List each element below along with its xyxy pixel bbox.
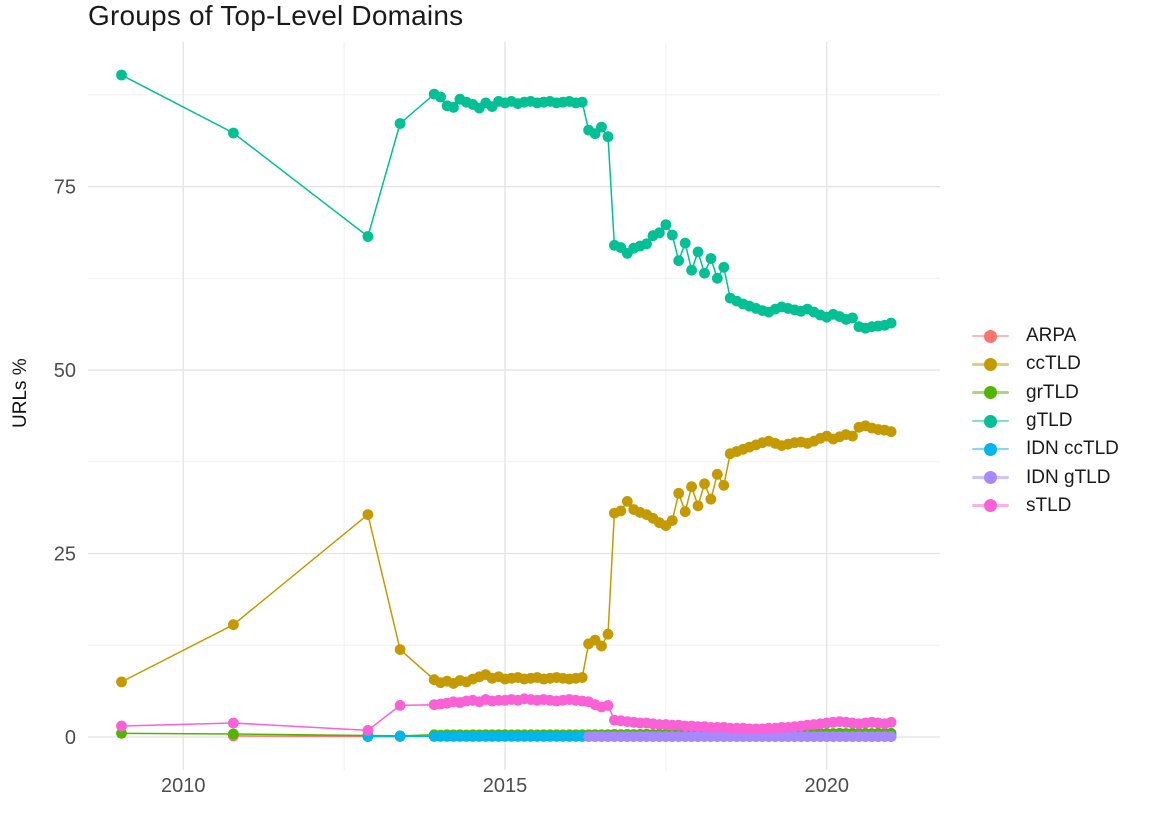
data-point <box>394 644 406 655</box>
data-point <box>699 478 710 490</box>
data-point <box>699 267 710 279</box>
data-point <box>673 487 685 499</box>
legend-key-icon <box>972 414 1009 429</box>
data-point <box>885 716 897 728</box>
data-point <box>615 505 627 517</box>
legend-item-gTLD: gTLD <box>972 407 1119 435</box>
data-point <box>692 246 704 258</box>
data-point <box>228 127 239 139</box>
data-point <box>362 509 374 520</box>
legend-item-label: ccTLD <box>1026 353 1081 375</box>
data-point <box>686 264 697 276</box>
data-point <box>596 640 607 652</box>
data-point <box>711 272 723 284</box>
legend-key-icon <box>972 385 1009 400</box>
legend-item-ARPA: ARPA <box>972 322 1119 350</box>
y-tick-label: 25 <box>54 544 76 566</box>
legend-item-ccTLD: ccTLD <box>972 350 1119 378</box>
data-point <box>394 730 406 742</box>
legend-key-icon <box>972 442 1009 457</box>
chart-title: Groups of Top-Level Domains <box>88 0 464 31</box>
data-point <box>116 720 127 732</box>
series-sTLD <box>116 693 897 736</box>
legend-item-IDN-ccTLD: IDN ccTLD <box>972 435 1119 463</box>
data-point <box>116 676 127 688</box>
data-point <box>228 728 239 740</box>
data-point <box>654 227 665 239</box>
data-point <box>847 430 858 442</box>
data-point <box>885 317 897 329</box>
legend-item-label: ARPA <box>1026 325 1077 347</box>
legend-item-IDN-gTLD: IDN gTLD <box>972 463 1119 491</box>
data-point <box>576 96 588 108</box>
legend-item-label: grTLD <box>1026 381 1079 403</box>
legend-key-icon <box>972 329 1009 344</box>
data-point <box>394 700 406 711</box>
y-tick-label: 75 <box>54 177 76 199</box>
data-point <box>602 131 614 143</box>
data-point <box>679 237 691 249</box>
data-point <box>602 700 614 711</box>
gridlines <box>88 42 940 770</box>
data-point <box>602 628 614 640</box>
data-point <box>885 731 897 742</box>
series-gTLD <box>116 69 897 334</box>
data-point <box>362 725 374 736</box>
data-point <box>666 229 678 241</box>
x-tick-label: 2020 <box>804 775 849 797</box>
legend-item-label: IDN ccTLD <box>1026 438 1119 460</box>
axis-tick-labels: 0 25 50 75 2010 2015 2020 <box>54 177 849 797</box>
data-point <box>686 481 697 493</box>
data-point <box>576 672 588 683</box>
data-point <box>692 500 704 512</box>
data-point <box>621 496 633 507</box>
data-point <box>666 515 678 526</box>
data-point <box>847 312 858 324</box>
legend: ARPA ccTLD grTLD gTLD IDN ccTLD IDN gTLD sTLD <box>972 322 1119 520</box>
data-point <box>660 219 672 231</box>
x-tick-label: 2015 <box>483 775 528 797</box>
data-point <box>718 261 730 273</box>
data-point <box>718 479 730 491</box>
data-point <box>116 69 127 81</box>
data-point <box>394 118 406 129</box>
y-tick-label: 0 <box>65 727 76 749</box>
legend-key-icon <box>972 498 1009 513</box>
legend-item-sTLD: sTLD <box>972 492 1119 520</box>
legend-key-icon <box>972 470 1009 485</box>
data-point <box>596 121 607 133</box>
data-point <box>448 101 459 113</box>
data-point <box>705 493 717 505</box>
data-point <box>228 619 239 631</box>
legend-key-icon <box>972 357 1009 372</box>
data-point <box>228 717 239 729</box>
legend-item-label: IDN gTLD <box>1026 466 1111 488</box>
series-IDN-gTLD <box>583 731 897 742</box>
data-point <box>705 253 717 264</box>
data-point <box>885 426 897 438</box>
series-ccTLD <box>116 420 897 689</box>
y-axis-label: URLs % <box>10 358 31 428</box>
data-point <box>673 255 685 267</box>
data-point <box>362 231 374 242</box>
data-point <box>641 238 652 250</box>
y-tick-label: 50 <box>54 360 76 382</box>
legend-item-grTLD: grTLD <box>972 379 1119 407</box>
x-tick-label: 2010 <box>161 775 206 797</box>
data-point <box>679 506 691 518</box>
data-point <box>435 91 446 103</box>
legend-item-label: sTLD <box>1026 494 1072 516</box>
legend-item-label: gTLD <box>1026 410 1073 432</box>
series-line <box>121 74 892 329</box>
data-point <box>711 468 723 480</box>
